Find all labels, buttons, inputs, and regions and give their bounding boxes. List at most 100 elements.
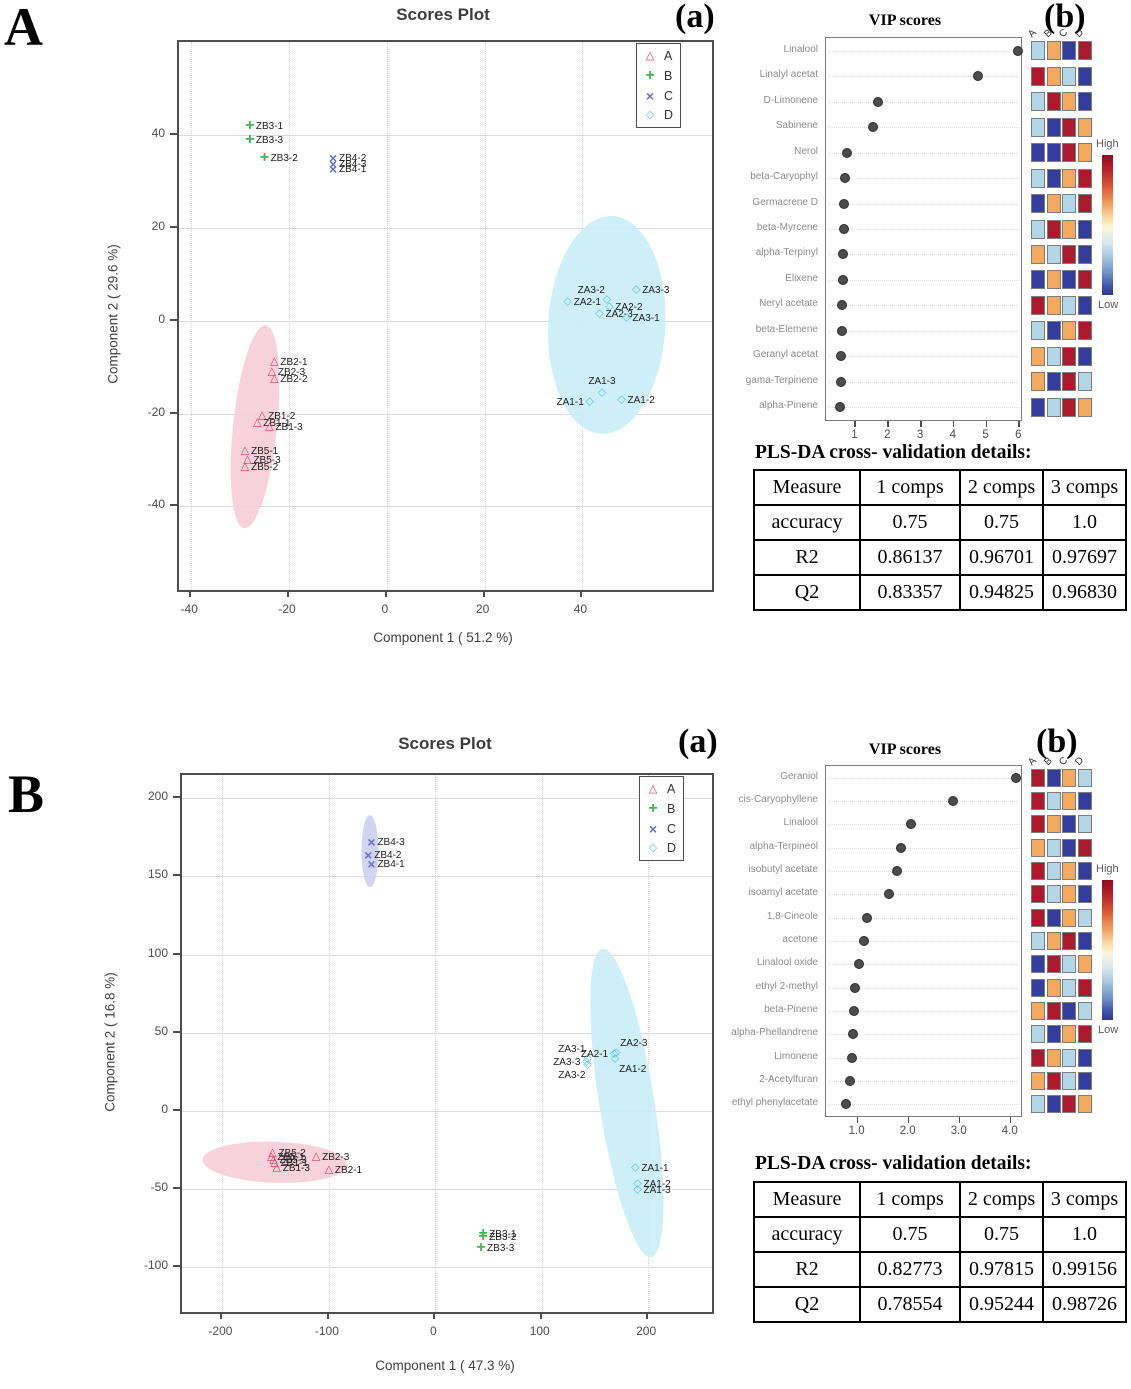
point-label: ZB4-3 — [339, 158, 367, 170]
triangle-marker: △ — [240, 460, 250, 473]
heatmap-cell — [1077, 1001, 1092, 1021]
table-header-cell: Measure — [753, 1181, 861, 1218]
heatmap-cell — [1062, 397, 1076, 417]
row-guideline — [828, 987, 1019, 989]
vip-category-label: 2-Acetylfuran — [759, 1074, 818, 1085]
heatmap-cell — [1062, 1095, 1076, 1114]
point-label: ZA2-1 — [580, 1049, 609, 1061]
vip-score-dot — [906, 819, 917, 830]
row-guideline — [828, 178, 1019, 180]
heatmap-cell — [1077, 41, 1092, 61]
heatmap-cell — [1062, 978, 1076, 997]
row-guideline — [828, 894, 1019, 896]
heatmap-cell — [1062, 346, 1076, 366]
vip-score-dot — [847, 1029, 858, 1040]
heatmap-cell — [1062, 1001, 1076, 1021]
heatmap-cell — [1031, 955, 1045, 974]
table-cell: 0.98726 — [1042, 1286, 1127, 1323]
gridline-vertical — [648, 775, 650, 1312]
row-guideline — [828, 777, 1019, 779]
vip-x-axis-tick — [920, 421, 922, 427]
heatmap-cell — [1062, 815, 1076, 834]
gridline-horizontal — [182, 1032, 712, 1034]
triangle-marker: △ — [270, 372, 279, 385]
point-label: ZB3-1 — [489, 1228, 517, 1240]
table-cell: 1.0 — [1042, 1216, 1127, 1253]
row-guideline — [828, 229, 1019, 230]
heatmap-cell — [1062, 295, 1076, 315]
heatmap-cell — [1046, 66, 1061, 86]
point-label: ZB3-3 — [487, 1242, 515, 1254]
vip-category-label: Elixene — [785, 272, 818, 284]
heatmap-cell — [1031, 117, 1045, 137]
heatmap-cell — [1062, 1071, 1076, 1091]
y-axis-tick — [170, 318, 177, 321]
vip-category-label: alpha-Terpinyl — [755, 247, 818, 259]
gridline-vertical — [541, 775, 543, 1312]
row-guideline — [828, 330, 1019, 332]
diamond-marker: ◇ — [611, 1046, 621, 1059]
triangle-marker: △ — [253, 416, 262, 429]
heatmap-cell — [1077, 346, 1092, 366]
x-axis-tick — [482, 590, 485, 597]
heatmap-cell — [1046, 955, 1061, 974]
legend-item: + B — [647, 801, 676, 817]
triangle-marker: △ — [270, 1156, 279, 1169]
heatmap-cell — [1031, 92, 1045, 112]
heatmap-cell — [1046, 838, 1061, 857]
table-cell: 0.96701 — [959, 539, 1044, 576]
gridline-horizontal — [182, 798, 712, 800]
heatmap-cell — [1031, 885, 1045, 904]
subpanel-label-b: (b) — [1036, 723, 1078, 760]
point-label: ZB4-3 — [377, 837, 405, 849]
table-cell: 0.75 — [859, 1216, 961, 1253]
heatmap-cell — [1077, 791, 1092, 811]
y-axis-tick — [173, 1108, 180, 1111]
heatmap-cell — [1031, 270, 1045, 290]
table-row: accuracy 0.75 0.75 1.0 — [753, 1216, 1127, 1253]
legend-label: D — [664, 108, 674, 122]
vip-title: VIP scores — [868, 12, 942, 29]
heatmap-cell — [1046, 117, 1061, 137]
point-label: ZB5-3 — [279, 1154, 307, 1166]
vip-category-label: gama-Terpinene — [745, 374, 818, 386]
triangle-marker: △ — [311, 1150, 321, 1163]
vip-category-label: acetone — [782, 934, 818, 945]
table-cell: Q2 — [753, 1286, 861, 1323]
x-tick-label: 100 — [529, 1324, 550, 1338]
point-label: ZA3-2 — [558, 1070, 586, 1082]
heatmap-cell — [1031, 66, 1045, 86]
point-label: ZB5-2 — [251, 461, 279, 473]
vip-x-axis-tick — [887, 421, 889, 427]
point-label: ZB4-1 — [339, 164, 367, 176]
diamond-marker: ◇ — [605, 300, 614, 313]
heatmap-cell — [1062, 143, 1076, 163]
heatmap-cell — [1077, 372, 1092, 392]
y-tick-label: 40 — [151, 125, 165, 140]
vip-score-dot — [841, 1099, 852, 1110]
legend-item: ◇ D — [644, 108, 673, 122]
y-axis-tick — [170, 225, 177, 228]
table-cell: 0.75 — [959, 1216, 1044, 1253]
table-cell: 0.82773 — [859, 1251, 961, 1288]
heatmap-cell — [1062, 955, 1076, 974]
diamond-marker-icon: ◇ — [648, 841, 658, 854]
y-axis-tick — [170, 504, 177, 507]
point-label: ZB1-3 — [282, 1162, 310, 1174]
row-guideline — [828, 203, 1019, 205]
validation-heading: PLS-DA cross- validation details: — [755, 1153, 1032, 1174]
heatmap-cell — [1031, 931, 1045, 951]
vip-score-dot — [861, 912, 872, 923]
x-marker: × — [328, 150, 338, 167]
legend-item: △ A — [644, 49, 673, 63]
heatmap-cell — [1046, 815, 1061, 834]
vip-plot-area — [825, 765, 1022, 1117]
y-axis-tick — [173, 796, 180, 799]
heatmap-cell — [1062, 66, 1076, 86]
diamond-marker: ◇ — [563, 295, 572, 308]
vip-score-dot — [873, 96, 884, 107]
heatmap-cell — [1077, 219, 1092, 239]
point-label: ZA2-1 — [573, 297, 601, 309]
row-guideline — [828, 824, 1019, 826]
